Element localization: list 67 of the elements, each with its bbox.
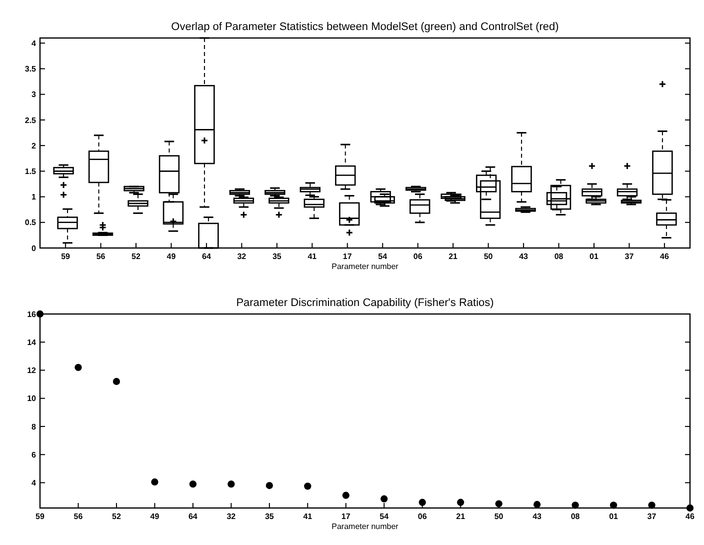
- x-tick-label: 49: [166, 252, 176, 261]
- x-tick-label: 06: [418, 512, 428, 521]
- x-tick-label: 56: [74, 512, 84, 521]
- point: [189, 480, 197, 488]
- x-tick-label: 08: [554, 252, 564, 261]
- y-tick-label: 4: [32, 38, 37, 48]
- x-tick-label: 06: [413, 252, 423, 261]
- x-axis-title: Parameter number: [332, 522, 399, 531]
- x-tick-label: 43: [532, 512, 542, 521]
- y-tick-label: 4: [32, 478, 37, 488]
- x-tick-label: 32: [237, 252, 247, 261]
- x-tick-label: 52: [132, 252, 141, 261]
- x-tick-label: 35: [272, 252, 282, 261]
- point: [380, 495, 388, 502]
- y-tick-label: 6: [32, 450, 37, 460]
- x-tick-label: 59: [36, 512, 45, 521]
- x-tick-label: 56: [96, 252, 106, 261]
- y-tick-label: 1: [32, 192, 37, 202]
- point: [74, 364, 82, 371]
- x-tick-label: 50: [494, 512, 504, 521]
- x-tick-label: 50: [484, 252, 494, 261]
- y-tick-label: 14: [27, 338, 37, 347]
- x-tick-label: 59: [61, 252, 71, 261]
- x-tick-label: 43: [519, 252, 529, 261]
- y-tick-label: 1.5: [24, 166, 37, 176]
- x-tick-label: 46: [686, 512, 695, 521]
- y-tick-label: 3: [32, 90, 37, 100]
- x-tick-label: 32: [226, 512, 236, 521]
- y-tick-label: 0: [32, 244, 37, 253]
- chart-title: Overlap of Parameter Statistics between ModelSet (green) and ControlSet (red): [171, 21, 559, 33]
- x-tick-label: 41: [303, 512, 313, 521]
- x-tick-label: 64: [202, 252, 212, 261]
- chart-title: Parameter Discrimination Capability (Fisher's Ratios): [236, 297, 494, 309]
- x-tick-label: 08: [570, 512, 580, 521]
- x-tick-label: 52: [112, 512, 122, 521]
- point: [266, 482, 273, 490]
- point: [151, 478, 158, 486]
- y-tick-label: 10: [27, 394, 37, 404]
- x-axis-title: Parameter number: [332, 262, 399, 271]
- x-tick-label: 46: [660, 252, 670, 261]
- x-tick-label: 17: [342, 252, 352, 261]
- x-tick-label: 01: [609, 512, 619, 521]
- x-tick-label: 17: [341, 512, 351, 521]
- point: [457, 498, 464, 506]
- x-tick-label: 49: [150, 512, 160, 521]
- y-tick-label: 0.5: [24, 218, 37, 228]
- x-tick-label: 01: [590, 252, 599, 261]
- x-tick-label: 64: [188, 512, 198, 521]
- x-tick-label: 21: [456, 512, 466, 521]
- x-tick-label: 41: [308, 252, 318, 261]
- x-tick-label: 37: [624, 252, 634, 261]
- y-tick-label: 16: [27, 310, 37, 319]
- y-tick-label: 3.5: [24, 64, 37, 74]
- x-tick-label: 54: [378, 252, 388, 261]
- y-tick-label: 12: [27, 366, 37, 376]
- x-tick-label: 37: [647, 512, 657, 521]
- y-tick-label: 8: [32, 422, 37, 432]
- y-tick-label: 2: [32, 141, 37, 150]
- x-tick-label: 35: [264, 512, 274, 521]
- x-tick-label: 21: [448, 252, 458, 261]
- point: [418, 498, 426, 506]
- point: [304, 482, 312, 490]
- point: [228, 480, 235, 488]
- point: [112, 378, 120, 386]
- y-tick-label: 2.5: [24, 116, 37, 125]
- x-tick-label: 54: [380, 512, 390, 521]
- point: [342, 492, 350, 499]
